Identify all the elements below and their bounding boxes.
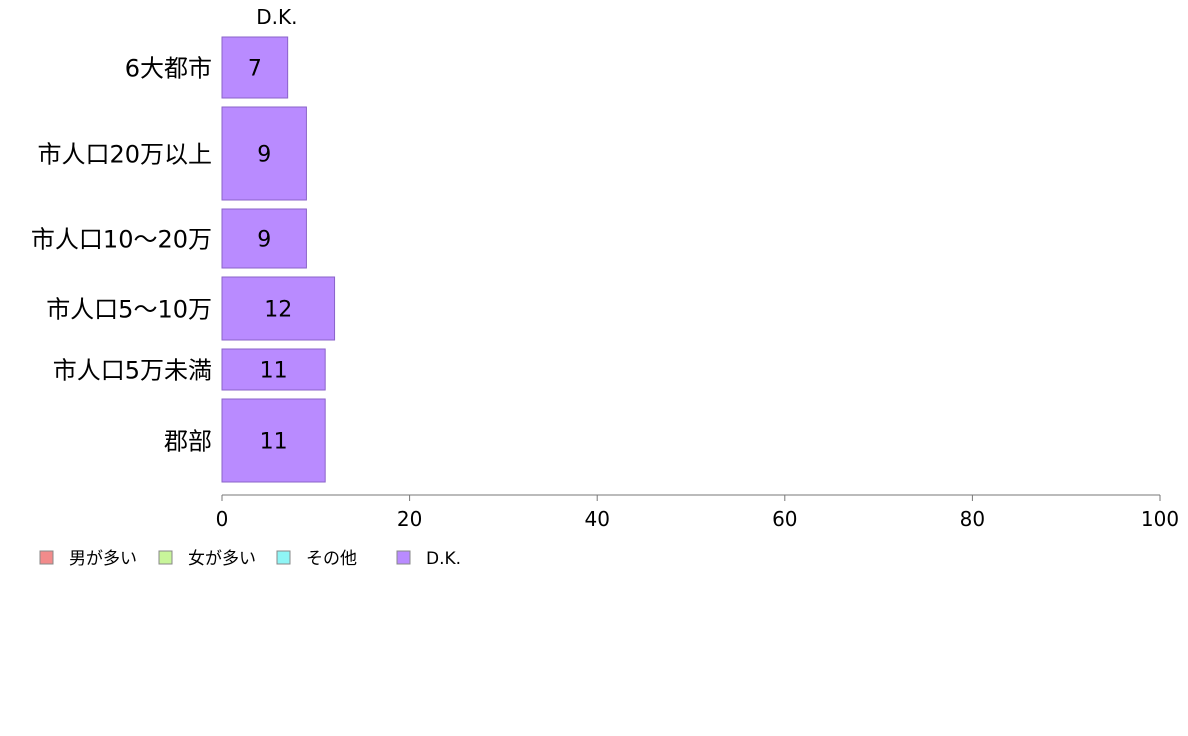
x-tick-label-4: 60 — [772, 507, 797, 531]
bar-segment-4-1 — [221, 36, 289, 99]
category-label-6: 郡部 — [164, 428, 212, 456]
bar-segment-4-3 — [221, 208, 307, 269]
data-label-2: 9 — [257, 143, 271, 168]
data-label-5: 11 — [260, 359, 288, 384]
category-label-3: 市人口10〜20万 — [31, 226, 212, 254]
x-tick-label-6: 100 — [1141, 507, 1179, 531]
legend-swatch-1 — [39, 550, 54, 565]
x-tick-label-5: 80 — [960, 507, 985, 531]
bars-layer: 7 9 9 12 11 11 — [221, 36, 336, 483]
category-label-4: 市人口5〜10万 — [46, 296, 212, 324]
data-label-1: 7 — [248, 57, 262, 82]
bar-segment-4-2 — [221, 106, 307, 201]
legend-swatch-4 — [396, 550, 411, 565]
data-label-3: 9 — [257, 228, 271, 253]
data-label-4: 12 — [264, 298, 292, 323]
category-label-5: 市人口5万未満 — [53, 357, 212, 385]
legend-label-2: 女が多い — [188, 549, 256, 569]
segment-header: D.K. — [256, 5, 297, 29]
data-label-6: 11 — [260, 430, 288, 455]
bar-segment-4-6 — [221, 398, 326, 483]
legend-label-1: 男が多い — [69, 549, 137, 569]
legend-label-4: D.K. — [426, 549, 461, 569]
legend: 男が多い 女が多い その他 D.K. — [39, 549, 461, 569]
legend-swatch-3 — [276, 550, 291, 565]
bar-segment-4-4 — [221, 276, 336, 341]
x-axis: 0 20 40 60 80 100 — [216, 494, 1179, 531]
x-tick-label-3: 40 — [584, 507, 609, 531]
category-label-2: 市人口20万以上 — [37, 141, 212, 169]
segment-header-layer: D.K. — [256, 5, 297, 29]
x-tick-label-2: 20 — [397, 507, 422, 531]
legend-swatch-2 — [158, 550, 173, 565]
x-tick-label-1: 0 — [216, 507, 229, 531]
bar-segment-4-5 — [221, 348, 326, 391]
category-label-1: 6大都市 — [125, 55, 212, 83]
legend-label-3: その他 — [306, 549, 357, 569]
